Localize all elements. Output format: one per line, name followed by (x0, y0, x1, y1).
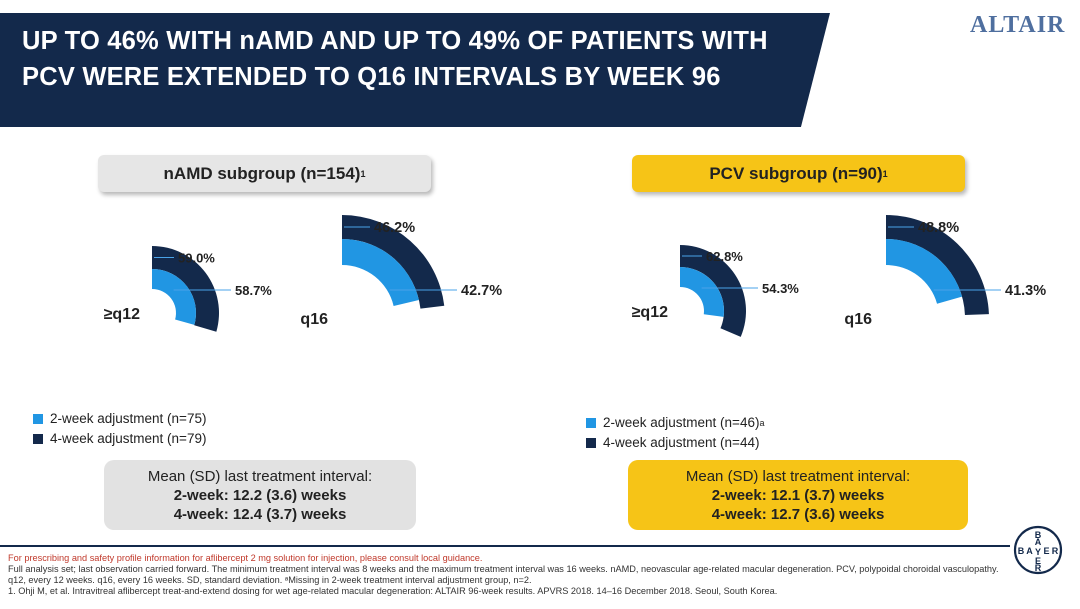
arc-2week->=q12 (152, 269, 196, 325)
bayer-letter-v-3: E (1035, 556, 1041, 566)
legend-swatch-2week (586, 418, 596, 428)
namd-legend: 2-week adjustment (n=75) 4-week adjustme… (33, 409, 206, 449)
bayer-letter-v-1: A (1035, 537, 1042, 547)
mean-box-4week: 4-week: 12.7 (3.6) weeks (711, 506, 885, 523)
legend-item-4week: 4-week adjustment (n=44) (586, 433, 764, 453)
namd-subgroup-header: nAMD subgroup (n=154) 1 (98, 155, 431, 192)
title-banner (0, 13, 830, 127)
footer-divider (0, 545, 1010, 547)
legend-swatch-4week (586, 438, 596, 448)
legend-label-4week: 4-week adjustment (n=44) (603, 435, 760, 450)
legend-label-2week: 2-week adjustment (n=75) (50, 411, 207, 426)
mean-box-heading: Mean (SD) last treatment interval: (147, 468, 373, 485)
legend-item-2week: 2-week adjustment (n=75) (33, 409, 206, 429)
bayer-letter-v-2: Y (1035, 547, 1041, 557)
category-label->=q12: ≥q12 (632, 304, 668, 321)
category-label-q16: q16 (844, 311, 872, 328)
footer-notes: For prescribing and safety profile infor… (8, 553, 1008, 597)
arc-2week->=q12 (680, 267, 725, 317)
mean-box-2week: 2-week: 12.1 (3.7) weeks (711, 487, 885, 504)
arc-4week->=q12 (680, 245, 746, 337)
pcv-chart: 62.8% 54.3% ≥q12 48.8% 41.3% q16 (632, 215, 1046, 337)
label-4week->=q12: 59.0% (178, 251, 215, 266)
legend-label-4week: 4-week adjustment (n=79) (50, 431, 207, 446)
pcv-mean-interval-box: Mean (SD) last treatment interval: 2-wee… (628, 460, 968, 530)
namd-subgroup-label: nAMD subgroup (n=154) (163, 163, 361, 183)
arc-2week-q16 (342, 239, 419, 306)
category-label-q16: q16 (300, 311, 328, 328)
label-4week-q16: 46.2% (374, 220, 415, 236)
label-4week-q16: 48.8% (918, 220, 959, 236)
bayer-letter-v-4: R (1035, 563, 1042, 573)
pcv-subgroup-label: PCV subgroup (n=90) (709, 163, 883, 183)
label-2week->=q12: 58.7% (235, 283, 272, 298)
altair-logo: ALTAIR (970, 12, 1066, 38)
safety-note: For prescribing and safety profile infor… (8, 553, 483, 563)
legend-item-4week: 4-week adjustment (n=79) (33, 429, 206, 449)
legend-swatch-4week (33, 434, 43, 444)
reference-note: 1. Ohji M, et al. Intravitreal afliberce… (8, 586, 778, 596)
label-2week->=q12: 54.3% (762, 281, 799, 296)
mean-box-2week: 2-week: 12.2 (3.6) weeks (173, 487, 347, 504)
legend-item-2week: 2-week adjustment (n=46) a (586, 413, 764, 433)
bayer-letter-h-1: A (1026, 546, 1033, 556)
label-2week-q16: 41.3% (1005, 283, 1046, 299)
arc-4week->=q12 (152, 246, 220, 332)
label-4week->=q12: 62.8% (706, 249, 743, 264)
arc-4week-q16 (342, 215, 445, 309)
abbreviations-note: Full analysis set; last observation carr… (8, 564, 999, 585)
bayer-letter-v-0: B (1035, 530, 1042, 540)
pcv-legend: 2-week adjustment (n=46) a 4-week adjustm… (586, 413, 764, 453)
legend-footnote-a: a (759, 418, 765, 428)
category-label->=q12: ≥q12 (104, 306, 140, 323)
label-2week-q16: 42.7% (461, 283, 502, 299)
pcv-subgroup-header: PCV subgroup (n=90) 1 (632, 155, 965, 192)
namd-ref: 1 (360, 168, 366, 179)
legend-swatch-2week (33, 414, 43, 424)
arc-2week-q16 (886, 239, 963, 304)
bayer-letter-h-4: R (1052, 546, 1059, 556)
mean-box-4week: 4-week: 12.4 (3.7) weeks (173, 506, 347, 523)
page-title-line-1: UP TO 46% WITH nAMD AND UP TO 49% OF PAT… (22, 27, 768, 55)
namd-chart: 59.0% 58.7% ≥q12 46.2% 42.7% q16 (104, 215, 502, 332)
page-title-line-2: PCV WERE EXTENDED TO Q16 INTERVALS BY WE… (22, 63, 721, 91)
namd-mean-interval-box: Mean (SD) last treatment interval: 2-wee… (104, 460, 416, 530)
pcv-ref: 1 (882, 168, 888, 179)
legend-label-2week: 2-week adjustment (n=46) (603, 415, 760, 430)
bayer-letter-h-3: E (1043, 546, 1049, 556)
mean-box-heading: Mean (SD) last treatment interval: (685, 468, 911, 485)
bayer-letter-h-0: B (1018, 546, 1025, 556)
